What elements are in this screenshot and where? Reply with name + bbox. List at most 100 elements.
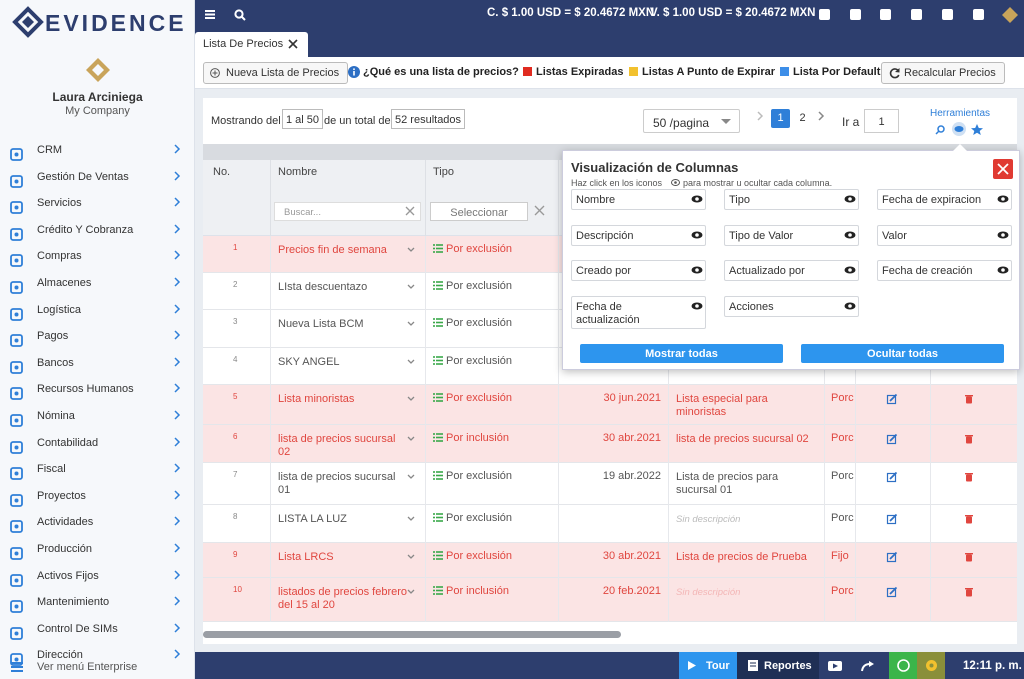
table-row[interactable]: 10 listados de precios febrero del 15 al … — [203, 578, 1017, 622]
chevron — [174, 570, 181, 580]
row-number: 1 — [233, 243, 238, 252]
eye-icon — [997, 266, 1009, 274]
menu-item[interactable]: Servicios — [0, 195, 194, 219]
row-name: Nueva Lista BCM — [278, 318, 364, 330]
eye-icon — [691, 231, 703, 238]
column-toggle[interactable]: Valor — [877, 224, 1012, 246]
menu-item[interactable]: Contabilidad — [0, 435, 194, 459]
column-toggle[interactable]: Creado por — [571, 260, 706, 281]
row-number: 7 — [233, 470, 238, 479]
page-button[interactable]: 2 — [799, 112, 806, 124]
column-toggle[interactable]: Descripción — [571, 224, 706, 246]
popup-close[interactable] — [993, 159, 1013, 179]
menu-icon — [10, 281, 23, 294]
tour-label: Tour — [706, 660, 730, 672]
menu-icon — [10, 547, 23, 560]
column-toggle[interactable]: Actualizado por — [724, 260, 859, 281]
menu-item[interactable]: Compras — [0, 248, 194, 272]
menu-item[interactable]: Gestión De Ventas — [0, 169, 194, 193]
column-toggle[interactable]: Fecha de expiracion — [877, 189, 1012, 210]
column-toggle[interactable]: Fecha de creación — [877, 260, 1012, 281]
menu-item[interactable]: Activos Fijos — [0, 568, 194, 592]
table-row[interactable]: 8 LISTA LA LUZ Por exclusión Sin descripció… — [203, 505, 1017, 543]
delete-icon — [965, 473, 973, 482]
legend-swatch — [629, 67, 638, 76]
menu-item[interactable]: Almacenes — [0, 275, 194, 299]
table-row[interactable]: 9 Lista LRCS Por exclusión 30 abr.2021 Lista… — [203, 543, 1017, 578]
column-divider — [558, 160, 559, 236]
page-size-select[interactable]: 50 /pagina — [643, 109, 740, 133]
table-row[interactable]: 5 Lista minoristas Por exclusión 30 jun.202… — [203, 385, 1017, 425]
chevron — [174, 649, 181, 659]
menu-label: Gestión De Ventas — [37, 170, 129, 183]
menu-item[interactable]: Nómina — [0, 408, 194, 432]
row-description: lista de precios sucursal 02 — [676, 433, 809, 445]
menu-item[interactable]: Recursos Humanos — [0, 381, 194, 405]
menu-footer[interactable]: Ver menú Enterprise — [0, 659, 194, 677]
delete-icon — [965, 435, 973, 444]
delete-icon — [965, 395, 973, 404]
delete-icon — [965, 515, 973, 524]
user-name: Laura Arciniega — [52, 90, 143, 104]
row-value-type: Porc — [831, 392, 854, 404]
column-toggle[interactable]: Tipo — [724, 189, 859, 210]
row-number: 8 — [233, 512, 238, 521]
tour-button[interactable]: Tour — [679, 652, 737, 679]
whatsapp-icon — [897, 659, 910, 672]
menu-item[interactable]: Proyectos — [0, 488, 194, 512]
type-select[interactable]: Seleccionar — [430, 202, 528, 221]
column-divider — [270, 236, 271, 273]
row-number: 10 — [233, 585, 242, 594]
menu-icon — [10, 520, 23, 534]
menu-footer-icon — [11, 662, 23, 672]
table-row[interactable]: 6 lista de precios sucursal 02 Por inclusi… — [203, 425, 1017, 463]
menu-item[interactable]: Producción — [0, 541, 194, 565]
column-divider — [558, 310, 559, 348]
recalc-button[interactable]: Recalcular Precios — [881, 62, 1005, 84]
menu-label: Producción — [37, 543, 93, 555]
column-name: Fecha de creación — [882, 265, 973, 277]
header-cell: Tipo — [433, 166, 454, 178]
goto-input[interactable]: 1 — [864, 109, 899, 133]
clock: 12:11 p. m. — [963, 660, 1022, 672]
top-icon — [850, 9, 861, 20]
menu-item[interactable]: Dirección — [0, 647, 194, 671]
column-divider — [824, 543, 825, 578]
page-button[interactable]: 1 — [771, 109, 790, 128]
hide-all-button[interactable]: Ocultar todas — [801, 344, 1004, 363]
column-toggle[interactable]: Nombre — [571, 189, 706, 210]
new-button[interactable]: Nueva Lista de Precios — [203, 62, 349, 84]
menu-icon — [10, 414, 23, 427]
show-all-button[interactable]: Mostrar todas — [580, 344, 783, 363]
menu-item[interactable]: Crédito Y Cobranza — [0, 222, 194, 246]
report-icon — [748, 660, 758, 671]
whatsapp-button[interactable] — [889, 652, 917, 679]
menu-item[interactable]: Actividades — [0, 514, 194, 538]
tools-label[interactable]: Herramientas — [930, 108, 991, 119]
row-number: 9 — [233, 550, 238, 559]
menu-item[interactable]: Pagos — [0, 328, 194, 352]
reports-button[interactable]: Reportes — [737, 652, 819, 679]
chevron — [174, 330, 181, 340]
menu-item[interactable]: Mantenimiento — [0, 594, 194, 618]
search-input[interactable]: Buscar... — [274, 202, 421, 221]
table-row[interactable]: 7 lista de precios sucursal 01 Por exclusi… — [203, 463, 1017, 505]
column-divider — [270, 385, 271, 425]
scrollbar[interactable] — [203, 631, 621, 638]
menu-item[interactable]: Bancos — [0, 355, 194, 379]
menu-item[interactable]: Control De SIMs — [0, 621, 194, 645]
menu-item[interactable]: CRM — [0, 142, 194, 166]
chevron — [407, 284, 415, 289]
list-icon — [433, 244, 443, 253]
edit-icon — [886, 471, 898, 483]
tab[interactable]: Lista De Precios — [195, 32, 308, 57]
help-link[interactable]: ¿Qué es una lista de precios? — [363, 66, 519, 78]
menu-item[interactable]: Logística — [0, 302, 194, 326]
column-toggle[interactable]: Tipo de Valor — [724, 224, 859, 246]
close-x — [997, 163, 1009, 175]
column-toggle[interactable]: Fecha de actualización — [571, 295, 706, 329]
menu-item[interactable]: Fiscal — [0, 461, 194, 485]
column-toggle[interactable]: Acciones — [724, 295, 859, 317]
